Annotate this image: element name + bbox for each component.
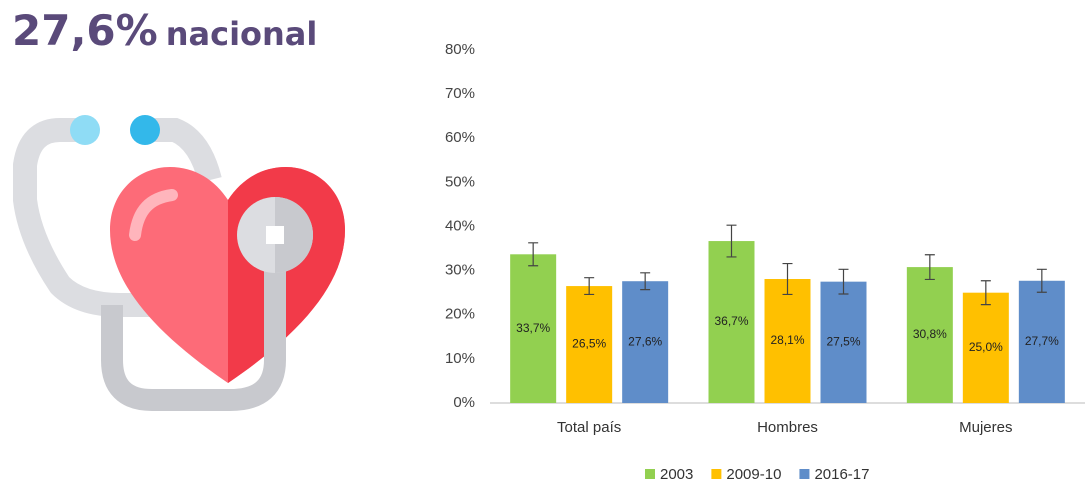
legend-swatch bbox=[711, 469, 722, 479]
value-label: 27,6% bbox=[628, 334, 662, 348]
value-label: 27,7% bbox=[1025, 334, 1059, 348]
y-tick-label: 70% bbox=[445, 85, 475, 102]
bar bbox=[622, 281, 669, 403]
legend-label: 2003 bbox=[660, 466, 693, 483]
error-bar bbox=[980, 280, 991, 306]
y-tick-label: 10% bbox=[445, 350, 475, 367]
bar bbox=[1018, 280, 1065, 403]
bar bbox=[764, 279, 811, 403]
error-bar bbox=[584, 277, 595, 296]
bar bbox=[708, 241, 755, 403]
bar bbox=[820, 281, 867, 403]
error-bar bbox=[726, 224, 737, 258]
y-tick-label: 0% bbox=[453, 394, 475, 411]
value-label: 27,5% bbox=[826, 335, 860, 349]
value-label: 28,1% bbox=[770, 333, 804, 347]
error-bar bbox=[1036, 268, 1047, 293]
legend-swatch bbox=[645, 469, 655, 479]
x-tick-label: Mujeres bbox=[959, 419, 1012, 436]
error-bar bbox=[924, 254, 935, 281]
headline-text: nacional bbox=[165, 15, 318, 53]
bar bbox=[566, 286, 613, 403]
error-bar bbox=[838, 268, 849, 295]
stethoscope-heart-icon bbox=[13, 115, 345, 411]
value-label: 30,8% bbox=[913, 327, 947, 341]
bar bbox=[906, 267, 953, 403]
y-tick-label: 30% bbox=[445, 262, 475, 279]
y-tick-label: 20% bbox=[445, 306, 475, 323]
legend-label: 2016-17 bbox=[814, 466, 869, 483]
legend-swatch bbox=[799, 469, 810, 479]
legend-label: 2009-10 bbox=[726, 466, 781, 483]
headline: 27,6% nacional bbox=[12, 6, 317, 55]
value-label: 25,0% bbox=[969, 340, 1003, 354]
y-tick-label: 80% bbox=[445, 41, 475, 58]
bar bbox=[962, 292, 1009, 403]
error-bar bbox=[782, 262, 793, 296]
error-bar bbox=[640, 272, 651, 291]
x-tick-label: Hombres bbox=[757, 419, 818, 436]
bar bbox=[510, 254, 557, 403]
value-label: 36,7% bbox=[714, 314, 748, 328]
value-label: 26,5% bbox=[572, 337, 606, 351]
y-tick-label: 60% bbox=[445, 129, 475, 146]
y-tick-label: 40% bbox=[445, 217, 475, 234]
y-tick-label: 50% bbox=[445, 173, 475, 190]
error-bar bbox=[528, 242, 539, 267]
value-label: 33,7% bbox=[516, 321, 550, 335]
x-tick-label: Total país bbox=[557, 419, 621, 436]
headline-value: 27,6% bbox=[12, 6, 158, 55]
